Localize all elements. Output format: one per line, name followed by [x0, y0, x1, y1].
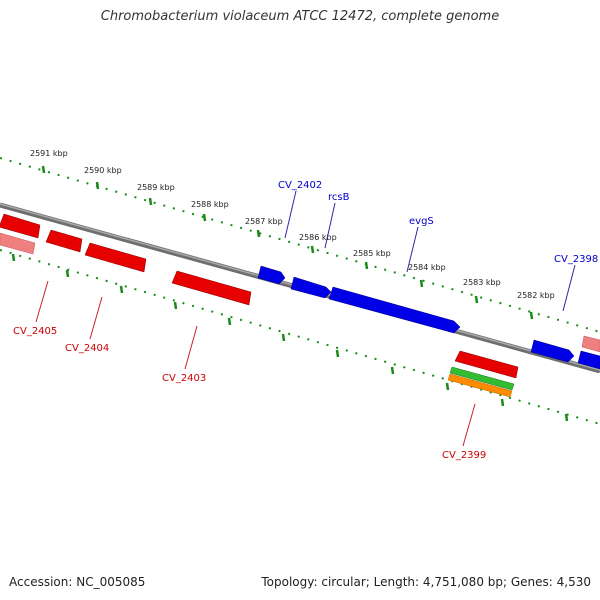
scale-label: 2582 kbp — [517, 291, 555, 300]
gene-label-cv2403[interactable]: CV_2403 — [162, 373, 206, 384]
leader-lines-reverse — [35, 280, 476, 447]
scale-label: 2589 kbp — [137, 183, 175, 192]
gene-cv2399-arrow[interactable] — [454, 350, 519, 379]
scale-label: 2583 kbp — [463, 278, 501, 287]
gene-cv2405-light[interactable] — [0, 232, 36, 255]
gene-evgs-arrow[interactable] — [328, 286, 461, 334]
gene-cv2402-arrow[interactable] — [257, 265, 286, 285]
gene-label-cv2399[interactable]: CV_2399 — [442, 450, 486, 461]
accession-text: Accession: NC_005085 — [9, 575, 146, 589]
leader-lines-forward — [284, 190, 576, 312]
gene-cv2404-arrow[interactable] — [45, 229, 83, 253]
outer-major-ticks — [41, 165, 534, 320]
gene-red-edge-light[interactable] — [581, 335, 600, 353]
scale-label: 2590 kbp — [84, 166, 122, 175]
gene-cv2404b-arrow[interactable] — [84, 242, 147, 273]
gene-label-cv2404[interactable]: CV_2404 — [65, 343, 109, 354]
genome-summary-text: Topology: circular; Length: 4,751,080 bp… — [261, 575, 591, 589]
inner-major-ticks — [11, 253, 569, 422]
forward-genes — [257, 265, 600, 370]
gene-forward-edge[interactable] — [577, 350, 600, 370]
scale-label: 2584 kbp — [408, 263, 446, 272]
inner-scale-track — [0, 249, 600, 425]
gene-label-cv2405[interactable]: CV_2405 — [13, 326, 57, 337]
gene-label-cv2398[interactable]: CV_2398 — [554, 254, 598, 265]
outer-scale-track — [0, 157, 600, 333]
gene-cv2398-arrow[interactable] — [530, 339, 575, 363]
reverse-genes — [0, 213, 600, 379]
gene-label-evgs[interactable]: evgS — [409, 216, 434, 227]
scale-label: 2585 kbp — [353, 249, 391, 258]
gene-cv2403-arrow[interactable] — [171, 270, 252, 306]
scale-label: 2586 kbp — [299, 233, 337, 242]
gene-label-cv2402[interactable]: CV_2402 — [278, 180, 322, 191]
feature-orange[interactable] — [447, 373, 513, 398]
gene-label-rcsb[interactable]: rcsB — [328, 192, 350, 203]
scale-label: 2588 kbp — [191, 200, 229, 209]
gene-cv2405-arrow[interactable] — [0, 213, 41, 239]
feature-green[interactable] — [449, 366, 515, 391]
scale-label: 2591 kbp — [30, 149, 68, 158]
map-title: Chromobacterium violaceum ATCC 12472, co… — [100, 9, 500, 24]
scale-label: 2587 kbp — [245, 217, 283, 226]
gene-rcsb-arrow[interactable] — [290, 276, 332, 299]
